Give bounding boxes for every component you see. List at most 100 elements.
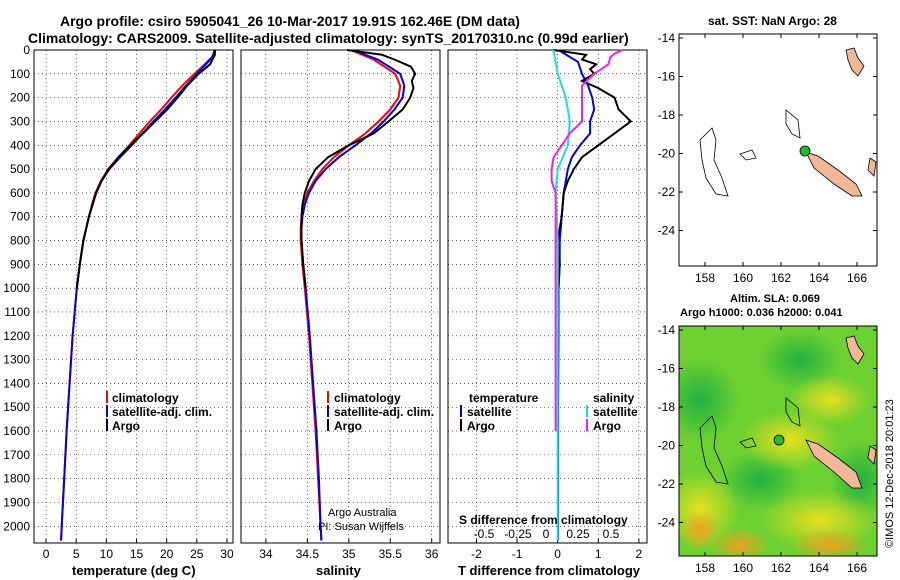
difference-legend: temperature salinity satellite Argo sate… (460, 391, 638, 433)
series-line-salinity-argo (550, 49, 624, 432)
sst-vanuatu (845, 47, 865, 77)
x-tick-label: -1 (512, 547, 523, 561)
series-line-temperature-satellite (557, 49, 596, 541)
depth-tick-label: 800 (10, 234, 30, 248)
map-lat-label: -16 (658, 362, 676, 376)
series-line-salinity-satellite (552, 49, 571, 541)
x-tick-label: 30 (220, 547, 234, 561)
depth-tick-label: 1300 (3, 353, 30, 367)
x-tick-label: 2 (636, 547, 643, 561)
map-lat-label: -14 (658, 31, 676, 45)
map-lon-label: 162 (771, 271, 791, 285)
sst-map-features (699, 47, 877, 197)
salinity-axis-label: salinity (316, 563, 362, 578)
x-tick-label: 25 (190, 547, 204, 561)
depth-tick-label: 1100 (4, 305, 30, 319)
series-line-argo (300, 49, 417, 289)
legend-s-satellite: satellite (593, 405, 638, 419)
sst-map-axes: 158 160 162 164 166 -14 -16 -18 -20 -22 -24 (658, 31, 877, 285)
map-lon-label: 166 (847, 271, 867, 285)
x-tick-label: 0 (43, 547, 50, 561)
difference-axis-label: T difference from climatology (458, 563, 641, 578)
salinity-legend: climatology satellite-adj. clim. Argo (327, 391, 434, 433)
depth-tick-label: 400 (10, 138, 30, 152)
depth-tick-label: 1400 (3, 376, 30, 390)
legend-climatology: climatology (334, 391, 401, 405)
attribution-line-1: Argo Australia (328, 507, 397, 519)
sal-diff-tick-label: -0.25 (504, 527, 532, 541)
title-line-1: Argo profile: csiro 5905041_26 10-Mar-20… (60, 13, 520, 29)
map-lon-label: 160 (733, 271, 753, 285)
sla-map-title-2: Argo h1000: 0.036 h2000: 0.041 (680, 307, 843, 319)
legend-salinity-head: salinity (593, 391, 635, 405)
title-line-2: Climatology: CARS2009. Satellite-adjuste… (28, 30, 629, 46)
sla-argo-location (773, 434, 785, 446)
legend-temperature-head: temperature (469, 391, 539, 405)
sla-map-frame (678, 325, 878, 557)
sla-map-axes: 158 160 162 164 166 -14 -16 -18 -20 -22 -24 (658, 323, 877, 575)
depth-tick-label: 1000 (3, 281, 30, 295)
x-tick-label: 35.5 (379, 547, 403, 561)
sla-map-title-1: Altim. SLA: 0.069 (730, 293, 820, 305)
depth-tick-label: 1500 (3, 400, 30, 414)
sal-diff-tick-label: 0 (543, 527, 550, 541)
map-lon-label: 164 (809, 271, 829, 285)
legend-argo: Argo (334, 419, 362, 433)
legend-s-argo: Argo (593, 419, 621, 433)
depth-tick-label: 300 (10, 114, 30, 128)
sst-island-outline (785, 109, 801, 139)
x-tick-label: 0 (554, 547, 561, 561)
depth-tick-label: 1600 (3, 424, 30, 438)
difference-panel-frame (447, 49, 648, 544)
depth-tick-label: 1700 (3, 448, 30, 462)
map-lat-label: -18 (658, 108, 676, 122)
x-tick-label: 10 (100, 547, 114, 561)
sla-island-outline (699, 415, 729, 485)
map-lon-label: 166 (847, 561, 867, 575)
grid-layer (34, 49, 647, 543)
x-tick-label: -2 (471, 547, 482, 561)
legend-climatology: climatology (112, 391, 179, 405)
map-lat-label: -22 (658, 477, 676, 491)
temperature-axis-label: temperature (deg C) (72, 563, 196, 578)
x-tick-label: 36 (425, 547, 439, 561)
sal-diff-tick-label: 0.25 (566, 527, 590, 541)
attribution-line-2: PI: Susan Wijffels (318, 521, 404, 533)
depth-axis-labels: 0 100 200 300 400 500 600 700 800 900 1000 1100 1200… (3, 43, 30, 533)
sst-island-outline (739, 149, 757, 161)
sst-map-title: sat. SST: NaN Argo: 28 (708, 14, 837, 28)
map-lon-label: 158 (695, 271, 715, 285)
sal-diff-tick-label: 0.5 (603, 527, 620, 541)
sst-island-outline (699, 127, 729, 197)
x-tick-label: 34.5 (296, 547, 320, 561)
depth-tick-label: 500 (10, 162, 30, 176)
sst-loyalty-island (867, 157, 877, 177)
map-lon-label: 160 (733, 561, 753, 575)
series-line-temperature-argo (553, 49, 633, 289)
depth-tick-label: 1200 (3, 329, 30, 343)
x-tick-label: 34 (259, 547, 273, 561)
map-lon-label: 164 (809, 561, 829, 575)
depth-tick-label: 200 (10, 91, 30, 105)
map-lat-label: -24 (658, 224, 676, 238)
map-lat-label: -18 (658, 400, 676, 414)
legend-argo: Argo (112, 419, 140, 433)
depth-tick-label: 0 (23, 43, 30, 57)
temperature-panel-frame (33, 49, 234, 544)
map-lat-label: -20 (658, 439, 676, 453)
profile-lines (60, 49, 633, 541)
map-lon-label: 162 (771, 561, 791, 575)
sla-island-outline (739, 437, 757, 449)
legend-t-satellite: satellite (467, 405, 512, 419)
x-tick-label: 1 (595, 547, 602, 561)
depth-tick-label: 2000 (3, 519, 30, 533)
x-tick-label: 15 (130, 547, 144, 561)
salinity-panel-frame (240, 49, 441, 544)
x-axis-tick-labels: 0 5 10 15 20 25 30 34 34.5 35 35.5 36 -2 -1 0 1 2 (43, 547, 643, 561)
sla-map-field (679, 326, 877, 556)
depth-tick-label: 700 (10, 210, 30, 224)
series-line-argo (75, 50, 216, 289)
depth-tick-label: 1900 (3, 496, 30, 510)
depth-tick-label: 100 (10, 67, 30, 81)
